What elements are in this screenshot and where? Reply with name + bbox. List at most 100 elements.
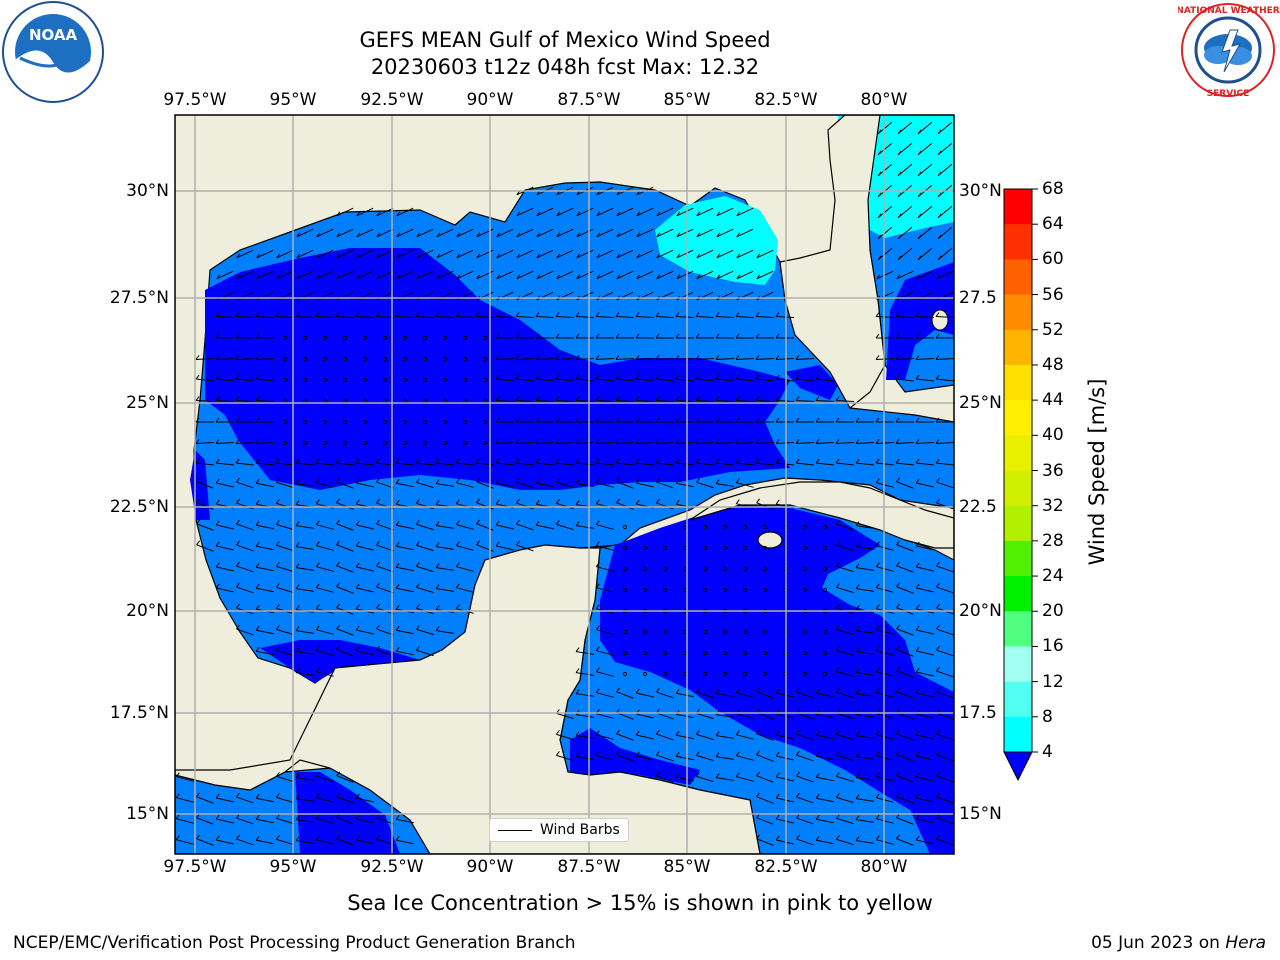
colorbar-segment: [1004, 576, 1032, 612]
wind-barb: [935, 355, 954, 360]
wind-barb: [575, 647, 594, 655]
wind-barb: [795, 458, 815, 466]
wind-barb-calm: [442, 377, 448, 383]
colorbar-tick-label: 64: [1042, 214, 1064, 235]
wind-barb: [675, 355, 695, 360]
wind-barb: [216, 270, 234, 280]
wind-barb: [835, 417, 854, 423]
wind-barb: [815, 439, 835, 444]
colorbar-tick-label: 8: [1042, 706, 1053, 727]
wind-barb: [296, 228, 314, 238]
wind-barb: [715, 731, 734, 739]
wind-barb: [275, 793, 294, 804]
wind-barb: [395, 478, 414, 488]
wind-barb: [755, 355, 775, 360]
wind-barb: [795, 439, 815, 444]
wind-barb-calm: [702, 587, 708, 593]
wind-barb: [255, 374, 275, 382]
wind-barb: [915, 458, 935, 466]
wind-barb-calm: [382, 440, 388, 446]
wind-barb-calm: [722, 587, 728, 593]
wind-barb-calm: [342, 377, 348, 383]
wind-barb: [715, 689, 734, 697]
wind-barb: [455, 562, 474, 572]
wind-barb: [936, 687, 954, 699]
wind-barb: [675, 478, 694, 488]
lat-tick-left: 17.5°N: [109, 703, 169, 723]
wind-barb: [215, 835, 234, 845]
wind-barb: [695, 355, 715, 360]
wind-barb: [935, 333, 954, 339]
wind-barb: [335, 312, 355, 318]
wind-barb: [676, 207, 694, 217]
wind-barb: [255, 793, 274, 803]
wind-barb: [616, 477, 634, 489]
colorbar-label: Wind Speed [m/s]: [1085, 378, 1109, 566]
wind-barb: [576, 228, 594, 238]
wind-barb: [635, 333, 654, 339]
wind-barb: [495, 355, 515, 360]
wind-barb: [376, 519, 394, 531]
wind-barb: [936, 582, 954, 594]
wind-barb-calm: [802, 671, 808, 677]
wind-barb: [356, 228, 374, 238]
wind-barb: [196, 834, 214, 846]
wind-barb: [875, 439, 895, 444]
wind-barb: [235, 333, 254, 339]
wind-barb: [596, 270, 614, 280]
chart-title: GEFS MEAN Gulf of Mexico Wind Speed: [359, 28, 771, 52]
wind-barb: [877, 226, 893, 240]
wind-barb: [715, 752, 734, 760]
wind-barb: [196, 540, 214, 552]
wind-barb: [936, 666, 954, 678]
wind-barb: [915, 478, 934, 488]
svg-text:NATIONAL WEATHER: NATIONAL WEATHER: [1178, 6, 1280, 16]
wind-barb: [415, 646, 434, 657]
colorbar-segment: [1004, 364, 1032, 401]
wind-barb-calm: [662, 545, 668, 551]
svg-text:SERVICE: SERVICE: [1207, 89, 1250, 99]
wind-barb: [376, 561, 394, 573]
wind-barb: [775, 417, 794, 423]
wind-barb: [275, 835, 294, 846]
wind-barb: [795, 417, 814, 423]
wind-barb: [256, 270, 274, 280]
wind-barb: [656, 750, 674, 762]
wind-barb-calm: [382, 356, 388, 362]
wind-barb-calm: [382, 377, 388, 383]
wind-barb: [555, 396, 575, 402]
wind-barb: [735, 458, 755, 466]
noaa-logo: NOAA: [2, 1, 104, 103]
wind-barb-calm: [762, 566, 768, 572]
wind-barb: [656, 228, 674, 238]
wind-barb: [395, 814, 414, 824]
wind-barb: [195, 396, 215, 402]
wind-barb: [897, 205, 913, 219]
wind-barb: [735, 417, 754, 423]
wind-barb: [896, 477, 914, 489]
colorbar-frame: [1001, 186, 1039, 756]
wind-barb: [255, 458, 275, 466]
wind-barb: [516, 498, 534, 510]
wind-barb: [575, 458, 595, 466]
wind-barb: [636, 207, 654, 217]
wind-barb: [475, 458, 495, 466]
wind-barb: [655, 374, 675, 382]
wind-barb: [295, 836, 314, 844]
wind-barb: [915, 751, 934, 761]
wind-barb: [855, 626, 874, 634]
wind-barb: [255, 625, 274, 635]
wind-barb: [755, 458, 775, 466]
wind-barb-calm: [802, 566, 808, 572]
wind-barb: [875, 417, 894, 423]
colorbar-tick-label: 52: [1042, 319, 1064, 340]
wind-barb: [736, 207, 754, 217]
wind-barb: [556, 249, 574, 259]
wind-barb: [415, 458, 435, 466]
low-wind-region: [295, 772, 400, 854]
wind-barb: [416, 249, 434, 259]
wind-barb: [535, 520, 554, 530]
wind-barb: [275, 458, 295, 466]
wind-barb: [875, 562, 894, 572]
wind-barb-calm: [822, 671, 828, 677]
